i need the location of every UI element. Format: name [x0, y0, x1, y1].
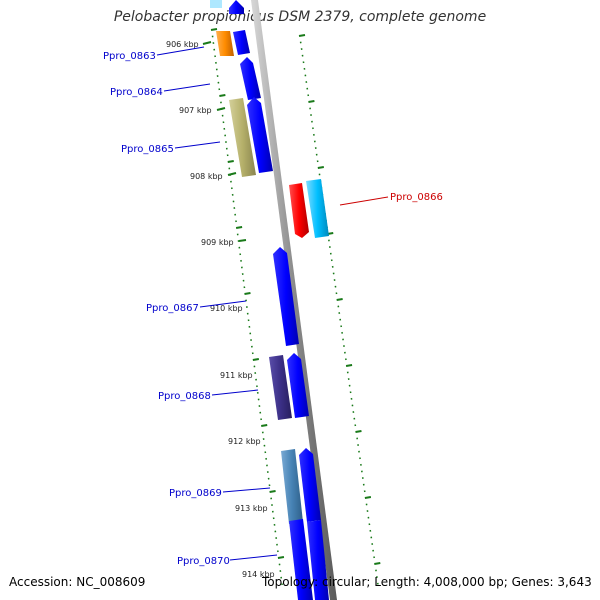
tick-mark	[317, 166, 324, 169]
kbp-label: 913 kbp	[235, 504, 268, 513]
tick-mark	[244, 292, 251, 295]
gene-feature-top-cyan[interactable]	[210, 0, 222, 8]
kbp-label: 909 kbp	[201, 238, 234, 247]
gene-labels: Ppro_0863 Ppro_0864 Ppro_0865 Ppro_0866 …	[103, 51, 443, 567]
gene-feature-0865-olive[interactable]	[229, 98, 256, 177]
kbp-labels: 906 kbp 907 kbp 908 kbp 909 kbp 910 kbp …	[166, 40, 275, 579]
summary-separator: ;	[503, 575, 508, 589]
kbp-tick-marks	[202, 41, 247, 242]
length-value: 4,008,000 bp	[423, 575, 504, 589]
tick-mark	[364, 496, 372, 499]
tick-mark	[219, 94, 226, 97]
kbp-label: 906 kbp	[166, 40, 199, 49]
gene-label-0866[interactable]: Ppro_0866	[390, 192, 443, 203]
length-label: Length:	[374, 575, 420, 589]
gene-feature-0864[interactable]	[240, 57, 261, 100]
map-title: Pelobacter propionicus DSM 2379, complet…	[113, 9, 487, 25]
outer-tick-column	[298, 34, 381, 585]
tick-mark	[269, 490, 276, 493]
genome-backbone	[251, 0, 337, 600]
accession-info: Accession: NC_008609	[9, 575, 145, 589]
gene-feature-0865[interactable]	[247, 97, 273, 173]
gene-feature-0868-purple[interactable]	[269, 355, 292, 420]
genes-label: Genes:	[511, 575, 554, 589]
gene-feature-0866[interactable]	[289, 183, 309, 238]
gene-label-0868[interactable]: Ppro_0868	[158, 391, 211, 402]
gene-feature-orange[interactable]	[216, 31, 234, 56]
tick-mark	[336, 298, 343, 301]
gene-features	[210, 0, 329, 600]
gene-feature-0870[interactable]	[289, 519, 313, 600]
gene-label-0863[interactable]: Ppro_0863	[103, 51, 156, 62]
kbp-label: 911 kbp	[220, 371, 253, 380]
kbp-label: 908 kbp	[190, 172, 223, 181]
gene-label-0864[interactable]: Ppro_0864	[110, 87, 163, 98]
gene-feature-top-blue[interactable]	[229, 0, 244, 14]
tick-mark	[308, 100, 315, 103]
gene-feature-0867[interactable]	[273, 247, 299, 346]
tick-mark	[277, 556, 285, 559]
gene-label-0869[interactable]: Ppro_0869	[169, 488, 222, 499]
topology-value: circular	[321, 575, 367, 589]
gene-callouts	[156, 46, 389, 561]
tick-mark	[252, 358, 260, 361]
kbp-label: 907 kbp	[179, 106, 212, 115]
gene-feature-0868[interactable]	[287, 353, 309, 418]
topology-label: Topology:	[262, 575, 319, 589]
gene-feature-0866-cyan[interactable]	[306, 179, 329, 238]
gene-label-0865[interactable]: Ppro_0865	[121, 144, 174, 155]
tick-mark	[355, 430, 362, 433]
tick-mark	[227, 160, 234, 163]
gene-feature-0869[interactable]	[299, 448, 321, 522]
kbp-label: 914 kbp	[242, 570, 275, 579]
gene-label-0867[interactable]: Ppro_0867	[146, 303, 199, 314]
summary-separator: ;	[366, 575, 371, 589]
tick-mark	[261, 424, 268, 427]
inner-tick-column	[210, 28, 285, 586]
accession-value: NC_008609	[76, 575, 146, 589]
gene-feature-0863[interactable]	[233, 30, 250, 55]
kbp-label: 912 kbp	[228, 437, 261, 446]
tick-mark	[345, 364, 353, 367]
tick-mark	[374, 562, 381, 565]
tick-mark	[210, 28, 218, 31]
tick-mark	[298, 34, 306, 37]
accession-label: Accession:	[9, 575, 73, 589]
gene-label-0870[interactable]: Ppro_0870	[177, 556, 230, 567]
gene-feature-0869-steel[interactable]	[281, 449, 303, 524]
tick-mark	[235, 226, 243, 229]
genes-value: 3,643	[557, 575, 592, 589]
genome-summary: Topology: circular; Length: 4,008,000 bp…	[262, 575, 592, 589]
gene-feature-0870-b[interactable]	[307, 520, 329, 600]
kbp-label: 910 kbp	[210, 304, 243, 313]
